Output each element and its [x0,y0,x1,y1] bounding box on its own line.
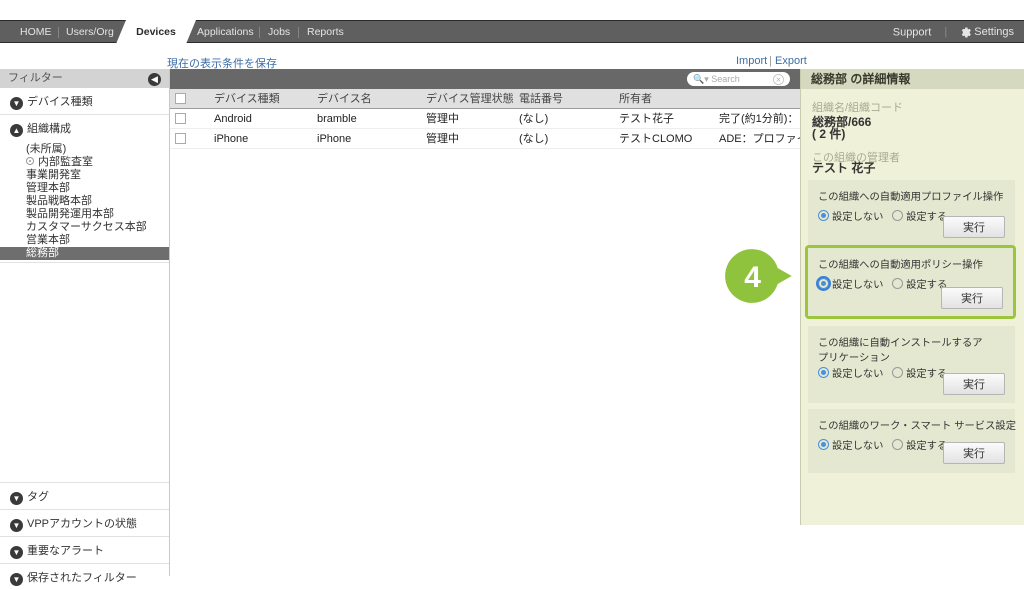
svg-text:4: 4 [744,261,761,294]
